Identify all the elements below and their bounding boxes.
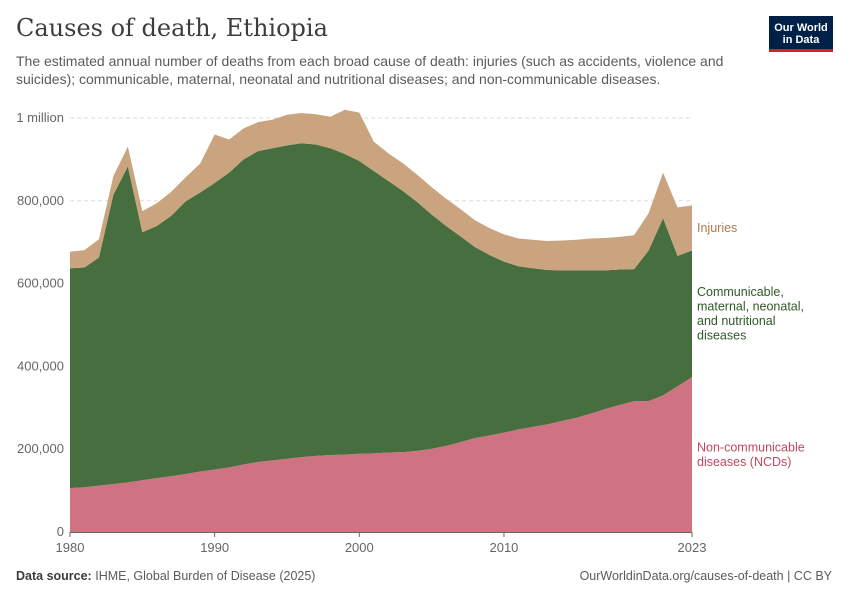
- data-source-text: IHME, Global Burden of Disease (2025): [95, 569, 316, 583]
- y-tick-label: 1 million: [16, 110, 64, 125]
- area-series-2: [70, 109, 692, 271]
- series-label-line: Communicable,: [697, 285, 784, 299]
- area-series-1: [70, 143, 692, 489]
- x-tick-label: 1990: [200, 540, 229, 555]
- series-label-line: diseases (NCDs): [697, 455, 791, 469]
- data-source-label: Data source:: [16, 569, 92, 583]
- x-tick-label: 1980: [56, 540, 85, 555]
- logo-line-1: Our World: [774, 22, 828, 34]
- series-label-1: Communicable, maternal, neonatal, and nutr…: [697, 285, 804, 343]
- chart-subtitle: The estimated annual number of deaths fr…: [16, 53, 724, 87]
- x-tick-label: 2023: [678, 540, 707, 555]
- series-label-line: Non-communicable: [697, 440, 805, 454]
- series-labels: Non-communicable diseases (NCDs) Communica…: [697, 221, 805, 469]
- series-label-0: Non-communicable diseases (NCDs): [697, 440, 805, 469]
- x-tick-label: 2010: [489, 540, 518, 555]
- series-label-line: Injuries: [697, 221, 737, 235]
- logo-line-2: in Data: [782, 34, 820, 46]
- y-tick-label: 800,000: [17, 193, 64, 208]
- y-tick-label: 600,000: [17, 276, 64, 291]
- data-source: Data source: IHME, Global Burden of Dise…: [16, 569, 315, 583]
- area-series-0: [70, 377, 692, 532]
- y-tick-label: 0: [57, 524, 64, 539]
- series-label-line: diseases: [697, 329, 746, 343]
- x-tick-label: 2000: [345, 540, 374, 555]
- series-label-line: maternal, neonatal,: [697, 300, 804, 314]
- chart-title: Causes of death, Ethiopia: [16, 14, 328, 42]
- series-label-2: Injuries: [697, 221, 737, 235]
- y-tick-label: 400,000: [17, 358, 64, 373]
- source-url[interactable]: OurWorldinData.org/causes-of-death | CC …: [579, 569, 832, 583]
- axes: 0 200,000 400,000 600,000 800,000 1 million 19…: [16, 110, 706, 555]
- series-label-line: and nutritional: [697, 314, 776, 328]
- y-tick-label: 200,000: [17, 441, 64, 456]
- areas: [70, 109, 692, 532]
- owid-logo[interactable]: Our World in Data: [769, 16, 833, 52]
